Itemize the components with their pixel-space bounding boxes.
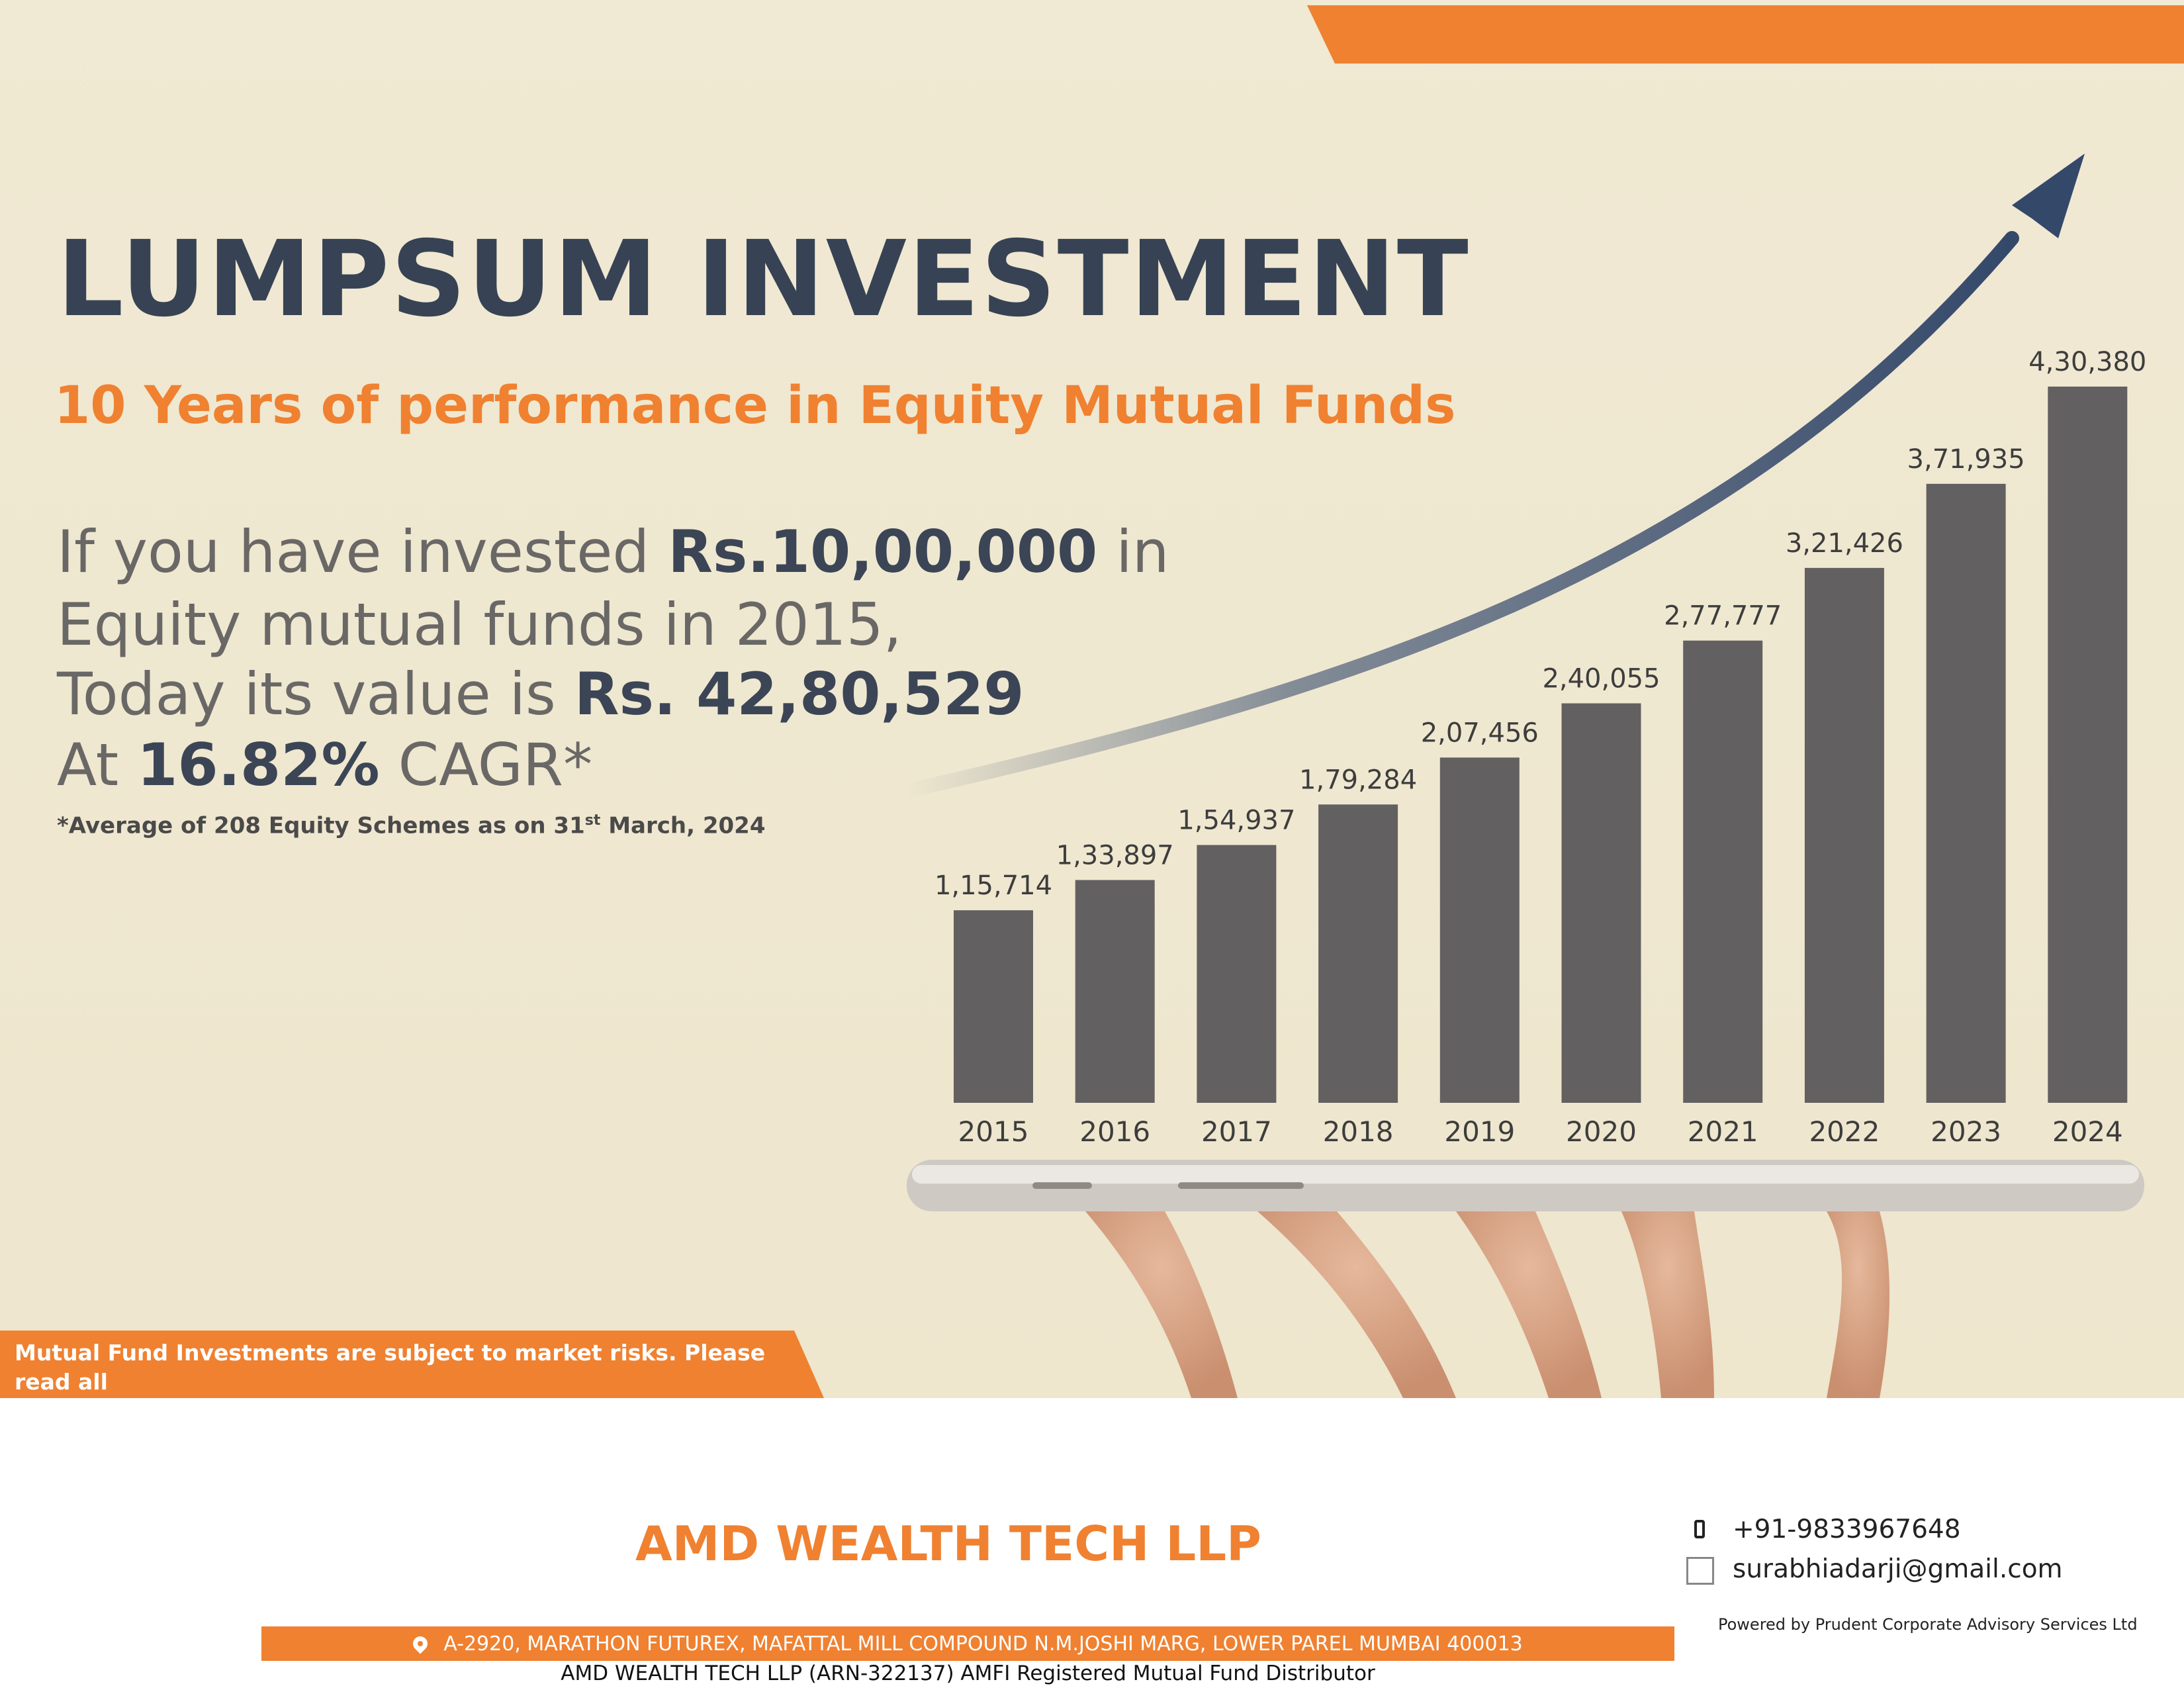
address-bar: A-2920, MARATHON FUTUREX, MAFATTAL MILL … — [261, 1626, 1674, 1661]
line4-suffix: CAGR* — [379, 731, 593, 799]
bar-2020 — [1561, 703, 1641, 1103]
growth-arrow — [899, 154, 2085, 798]
investment-line-2: Equity mutual funds in 2015, — [57, 590, 902, 659]
x-tick-2020: 2020 — [1566, 1115, 1637, 1148]
bar-2023 — [1926, 483, 2006, 1103]
bar-2021 — [1683, 640, 1763, 1103]
disclaimer-line-1: Mutual Fund Investments are subject to m… — [15, 1340, 766, 1395]
x-tick-2022: 2022 — [1809, 1115, 1880, 1148]
value-label-2018: 1,79,284 — [1299, 765, 1417, 795]
bar-2024 — [2048, 387, 2128, 1103]
x-tick-2015: 2015 — [958, 1115, 1029, 1148]
value-label-2022: 3,21,426 — [1786, 528, 1903, 559]
value-label-2015: 1,15,714 — [934, 870, 1052, 901]
value-label-2020: 2,40,055 — [1542, 664, 1660, 694]
phone-icon — [1686, 1517, 1714, 1545]
poster-background: LUMPSUM INVESTMENT 10 Years of performan… — [0, 0, 2184, 1398]
bar-2016 — [1075, 880, 1155, 1103]
x-tick-2016: 2016 — [1079, 1115, 1150, 1148]
footnote-suffix: March, 2024 — [600, 812, 766, 839]
bar-2017 — [1197, 845, 1277, 1103]
line1-prefix: If you have invested — [57, 518, 668, 586]
line3-prefix: Today its value is — [57, 660, 574, 728]
x-tick-2024: 2024 — [2052, 1115, 2123, 1148]
growth-bar-chart: 1,15,714 2015 1,33,897 2016 1,54,937 2017 1,79… — [899, 154, 2146, 1398]
footnote-superscript: st — [584, 812, 601, 829]
footnote-prefix: *Average of 208 Equity Schemes as on 31 — [57, 812, 585, 839]
page-title: LUMPSUM INVESTMENT — [57, 218, 1470, 340]
x-tick-2023: 2023 — [1931, 1115, 2001, 1148]
hand-illustration — [1085, 1211, 1889, 1398]
email-contact: surabhiadarji@gmail.com — [1686, 1554, 2063, 1585]
tablet-illustration — [907, 1160, 2144, 1211]
line4-prefix: At — [57, 731, 138, 799]
x-tick-2021: 2021 — [1688, 1115, 1758, 1148]
investment-line-3: Today its value is Rs. 42,80,529 — [57, 665, 1024, 724]
invested-amount: Rs.10,00,000 — [668, 518, 1098, 586]
address-text: A-2920, MARATHON FUTUREX, MAFATTAL MILL … — [443, 1632, 1523, 1656]
value-label-2019: 2,07,456 — [1421, 718, 1539, 748]
bar-2015 — [954, 910, 1033, 1103]
bar-2018 — [1318, 804, 1398, 1103]
cagr-rate: 16.82% — [137, 731, 380, 799]
value-label-2016: 1,33,897 — [1056, 840, 1174, 870]
value-label-2023: 3,71,935 — [1907, 444, 2025, 475]
phone-contact: +91-9833967648 — [1686, 1515, 1961, 1545]
chart-bars: 1,15,714 2015 1,33,897 2016 1,54,937 2017 1,79… — [934, 347, 2146, 1148]
value-label-2017: 1,54,937 — [1177, 806, 1295, 836]
risk-disclaimer-text: Mutual Fund Investments are subject to m… — [15, 1338, 809, 1398]
email-icon — [1686, 1556, 1714, 1585]
current-value: Rs. 42,80,529 — [574, 660, 1024, 728]
x-tick-2017: 2017 — [1201, 1115, 1272, 1148]
line1-suffix: in — [1097, 518, 1169, 586]
powered-by: Powered by Prudent Corporate Advisory Se… — [1718, 1615, 2138, 1634]
bar-2019 — [1439, 757, 1520, 1103]
top-accent-stripe — [1307, 5, 2184, 64]
x-tick-2019: 2019 — [1444, 1115, 1515, 1148]
bar-2022 — [1804, 567, 1884, 1103]
footnote: *Average of 208 Equity Schemes as on 31s… — [57, 812, 765, 839]
disclaimer-line-2: scheme related documents carefully befor… — [15, 1397, 809, 1398]
investment-line-4: At 16.82% CAGR* — [57, 736, 592, 794]
phone-number[interactable]: +91-9833967648 — [1733, 1515, 1961, 1544]
brand-name: AMD WEALTH TECH LLP — [635, 1516, 1261, 1571]
risk-disclaimer-banner: Mutual Fund Investments are subject to m… — [0, 1331, 824, 1398]
page-subtitle: 10 Years of performance in Equity Mutual… — [54, 376, 1456, 436]
growth-arrow-head — [2012, 154, 2085, 238]
arn-registration: AMD WEALTH TECH LLP (ARN-322137) AMFI Re… — [561, 1662, 1375, 1685]
value-label-2024: 4,30,380 — [2028, 347, 2146, 377]
email-address[interactable]: surabhiadarji@gmail.com — [1733, 1554, 2063, 1584]
growth-arrow-shaft — [899, 231, 2019, 798]
value-label-2021: 2,77,777 — [1664, 601, 1782, 632]
location-pin-icon — [410, 1633, 431, 1654]
x-tick-2018: 2018 — [1323, 1115, 1394, 1148]
investment-line-1: If you have invested Rs.10,00,000 in — [57, 523, 1169, 581]
